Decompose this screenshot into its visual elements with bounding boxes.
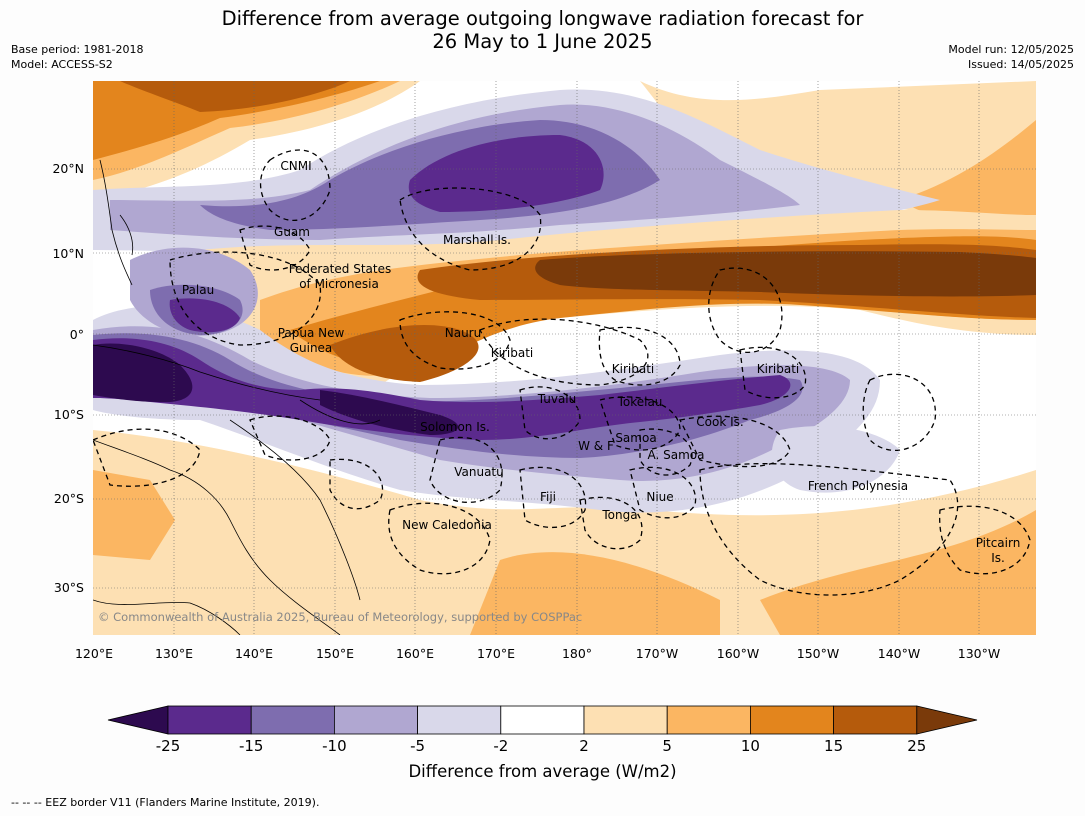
colorbar-segment — [333, 705, 418, 735]
lon-label: 150°W — [797, 646, 839, 661]
label-vanuatu: Vanuatu — [454, 465, 504, 479]
label-french-polynesia: French Polynesia — [808, 479, 908, 493]
lon-label: 130°E — [155, 646, 193, 661]
label-wallis-futuna: W & F — [578, 439, 614, 453]
coastlines — [93, 159, 381, 635]
colorbar-segment — [500, 705, 585, 735]
colorbar-tick-label: -25 — [156, 737, 181, 755]
label-tokelau: Tokelau — [617, 395, 663, 409]
label-tonga: Tonga — [601, 508, 637, 522]
colorbar-tick-label: -10 — [322, 737, 347, 755]
copyright-text: © Commonwealth of Australia 2025, Bureau… — [98, 610, 582, 624]
lon-label: 180° — [562, 646, 592, 661]
colorbar-segment — [583, 705, 668, 735]
lon-label: 140°W — [878, 646, 920, 661]
meta-left: Base period: 1981-2018 Model: ACCESS-S2 — [11, 43, 143, 72]
map-title: Difference from average outgoing longwav… — [0, 7, 1085, 53]
colorbar-tick-label: 10 — [741, 737, 760, 755]
label-samoa: Samoa — [615, 431, 656, 445]
eez-legend-note: -- -- -- EEZ border V11 (Flanders Marine… — [11, 796, 320, 809]
label-png-1: Papua New — [278, 326, 345, 340]
lon-label: 140°E — [235, 646, 273, 661]
colorbar-segment — [666, 705, 751, 735]
colorbar: -25 -15 -10 -5 -2 2 5 10 15 25 — [107, 705, 978, 755]
lon-label: 170°W — [636, 646, 678, 661]
base-period: Base period: 1981-2018 — [11, 43, 144, 56]
title-line2: 26 May to 1 June 2025 — [432, 30, 653, 53]
label-tuvalu: Tuvalu — [537, 392, 577, 406]
meta-right: Model run: 12/05/2025 Issued: 14/05/2025 — [948, 43, 1074, 72]
gridlines — [93, 81, 1036, 635]
model-run: Model run: 12/05/2025 — [948, 43, 1074, 56]
lon-label: 120°E — [75, 646, 113, 661]
label-new-caledonia: New Caledonia — [402, 518, 492, 532]
issued-date: Issued: 14/05/2025 — [967, 57, 1074, 71]
colorbar-tick-label: 5 — [662, 737, 672, 755]
lat-label: 0° — [70, 327, 84, 342]
colorbar-tick-label: 15 — [824, 737, 843, 755]
lon-label: 150°E — [316, 646, 354, 661]
lon-label: 170°E — [477, 646, 515, 661]
label-kiribati-3: Kiribati — [757, 362, 799, 376]
map-panel: CNMI Guam Marshall Is. Federated States … — [93, 81, 1036, 635]
lon-label: 160°E — [396, 646, 434, 661]
title-line1: Difference from average outgoing longwav… — [221, 7, 864, 30]
colorbar-tick-label: -15 — [239, 737, 264, 755]
lon-label: 130°W — [958, 646, 1000, 661]
label-solomon: Solomon Is. — [420, 420, 490, 434]
colorbar-extend-high — [916, 705, 978, 735]
model-name: Model: ACCESS-S2 — [11, 57, 113, 71]
label-png-2: Guinea — [290, 341, 333, 355]
label-niue: Niue — [646, 490, 673, 504]
latitude-labels: 20°N 10°N 0° 10°S 20°S 30°S — [52, 161, 84, 595]
country-labels: CNMI Guam Marshall Is. Federated States … — [182, 159, 1020, 565]
colorbar-tick-label: 2 — [579, 737, 589, 755]
colorbar-segment — [833, 705, 918, 735]
label-american-samoa: A. Samoa — [648, 448, 705, 462]
lat-label: 10°S — [54, 407, 84, 422]
label-nauru: Nauru — [445, 326, 481, 340]
lat-label: 30°S — [54, 580, 84, 595]
label-fsm-1: Federated States — [289, 262, 391, 276]
longitude-labels: 120°E 130°E 140°E 150°E 160°E 170°E 180°… — [75, 646, 1000, 661]
lat-label: 20°S — [54, 491, 84, 506]
colorbar-extend-low — [107, 705, 169, 735]
label-pitcairn-2: Is. — [991, 551, 1005, 565]
lat-label: 10°N — [52, 246, 84, 261]
colorbar-segment — [250, 705, 335, 735]
label-cook: Cook Is. — [696, 415, 743, 429]
label-palau: Palau — [182, 283, 214, 297]
eez-borders — [93, 149, 1031, 596]
label-fiji: Fiji — [540, 490, 556, 504]
label-marshall: Marshall Is. — [443, 233, 511, 247]
label-fsm-2: of Micronesia — [299, 277, 379, 291]
label-pitcairn-1: Pitcairn — [976, 536, 1021, 550]
colorbar-tick-label: 25 — [907, 737, 926, 755]
colorbar-segment — [750, 705, 835, 735]
label-kiribati-2: Kiribati — [612, 362, 654, 376]
colorbar-segment — [167, 705, 252, 735]
lat-label: 20°N — [52, 161, 84, 176]
colorbar-title: Difference from average (W/m2) — [408, 762, 677, 781]
colorbar-tick-label: -5 — [410, 737, 425, 755]
label-guam: Guam — [274, 225, 310, 239]
label-cnmi: CNMI — [280, 159, 311, 173]
label-kiribati-1: Kiribati — [491, 346, 533, 360]
colorbar-segment — [417, 705, 502, 735]
colorbar-tick-label: -2 — [493, 737, 508, 755]
lon-label: 160°W — [717, 646, 759, 661]
